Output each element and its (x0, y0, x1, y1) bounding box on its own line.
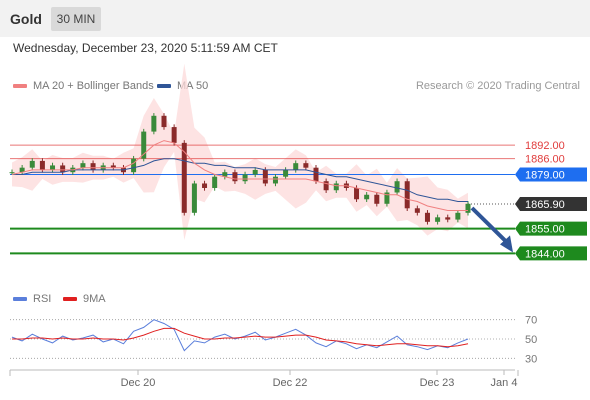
candle-body (313, 167, 319, 182)
candle-body (404, 181, 410, 209)
level-tag-5 (515, 246, 587, 261)
candle-body (19, 167, 25, 173)
candle-body (354, 187, 360, 200)
forecast-arrow-head (500, 235, 513, 253)
level-label-4: 1855.00 (515, 221, 587, 236)
rsi-tick-30: 30 (525, 353, 537, 365)
level-tag-4 (515, 221, 587, 236)
rsi-tick-70: 70 (525, 315, 537, 327)
candle-body (29, 160, 35, 168)
rsi-tick-50: 50 (525, 334, 537, 346)
credit: Research © 2020 Trading Central (415, 80, 580, 92)
candle-body (100, 165, 106, 170)
candle-body (60, 165, 66, 173)
candle-body (110, 165, 116, 168)
candle-body (262, 169, 268, 184)
candle-body (90, 163, 96, 170)
level-text-5: 1844.00 (525, 248, 565, 260)
time-tick-label-2: Dec 23 (420, 377, 455, 389)
candle-body (414, 208, 420, 213)
level-text-0: 1892.00 (525, 140, 565, 152)
candle-body (191, 183, 197, 213)
candle-body (424, 212, 430, 222)
candle-body (9, 172, 15, 174)
candle-body (131, 158, 137, 173)
time-tick-label-1: Dec 22 (273, 377, 308, 389)
candle-body (455, 212, 461, 220)
top-bar: Gold 30 MIN (0, 0, 590, 37)
legend-ma50: MA 50 (157, 80, 208, 92)
level-text-2: 1879.00 (525, 169, 565, 181)
level-label-2: 1879.00 (515, 167, 587, 182)
candle-body (303, 163, 309, 168)
ma9-swatch (63, 297, 77, 302)
legend-rsi: RSI (13, 293, 51, 305)
candle-body (465, 203, 471, 213)
candle-body (333, 183, 339, 191)
time-tick-label-3: Jan 4 (491, 377, 518, 389)
candle-body (202, 183, 208, 188)
candle-body (242, 174, 248, 182)
candle-body (272, 176, 278, 184)
instrument-title: Gold (10, 11, 42, 27)
candle-body (181, 142, 187, 213)
ma50-swatch (157, 84, 171, 89)
candle-body (161, 115, 167, 128)
candle-body (374, 194, 380, 204)
candle-body (212, 176, 218, 188)
candle-body (70, 167, 76, 173)
candle-body (50, 165, 56, 170)
candle-body (141, 131, 147, 159)
rsi-swatch (13, 297, 27, 302)
legend-9ma: 9MA (63, 293, 106, 305)
candle-body (222, 172, 228, 177)
level-label-3: 1865.90 (515, 197, 587, 212)
legend-9ma-label: 9MA (83, 293, 106, 305)
level-text-4: 1855.00 (525, 224, 565, 236)
candle-body (171, 127, 177, 143)
rsi-ma9-line (12, 327, 469, 348)
level-label-5: 1844.00 (515, 246, 587, 261)
timestamp: Wednesday, December 23, 2020 5:11:59 AM … (13, 41, 278, 55)
legend-rsi-label: RSI (33, 293, 52, 305)
timeframe-button[interactable]: 30 MIN (51, 7, 101, 31)
time-tick-label-0: Dec 20 (121, 377, 156, 389)
ma50-line (12, 158, 468, 202)
level-label-0: 1892.00 (525, 140, 565, 152)
candle-body (39, 160, 45, 170)
candle-body (120, 167, 126, 173)
level-tag-3 (515, 197, 587, 212)
legend-ma50-label: MA 50 (177, 80, 209, 92)
candle-body (445, 217, 451, 220)
candle-body (80, 163, 86, 168)
candle-body (283, 169, 289, 177)
level-tag-2 (515, 167, 587, 182)
candle-body (151, 115, 157, 132)
candle-body (232, 172, 238, 182)
level-label-1: 1886.00 (525, 154, 565, 166)
ma20-line (11, 140, 468, 211)
rsi-line (11, 319, 469, 352)
candle-body (435, 217, 441, 222)
candle-body (364, 194, 370, 200)
level-text-1: 1886.00 (525, 154, 565, 166)
candle-body (252, 169, 258, 175)
candle-body (384, 192, 390, 204)
candle-body (323, 181, 329, 191)
candle-body (343, 183, 349, 188)
ma20-swatch (13, 84, 27, 89)
legend-ma20-label: MA 20 + Bollinger Bands (33, 80, 154, 92)
level-text-3: 1865.90 (525, 199, 565, 211)
forecast-arrow-shaft (470, 206, 509, 244)
candle-body (394, 181, 400, 193)
legend-ma20: MA 20 + Bollinger Bands (13, 80, 154, 92)
candle-body (293, 163, 299, 170)
